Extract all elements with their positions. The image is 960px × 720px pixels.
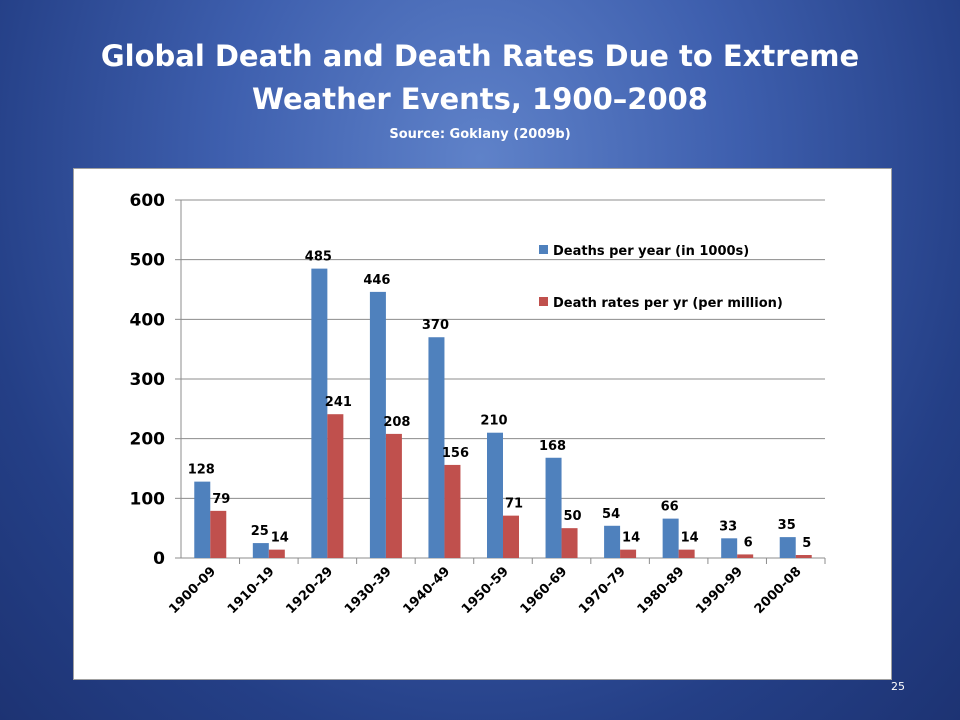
bar-deaths	[545, 457, 562, 558]
bar-death-rate	[210, 510, 227, 558]
data-label-deaths: 25	[251, 524, 269, 539]
bar-chart: 0 100 200 300 400 500 600 1900-09 1910-19 1920-29…	[130, 191, 826, 617]
data-label-deaths: 33	[719, 519, 737, 534]
bar-deaths	[779, 537, 796, 558]
data-label-death-rate: 14	[271, 531, 289, 546]
data-label-deaths: 54	[602, 507, 620, 522]
x-tick-label: 1900-09	[166, 564, 219, 617]
bar-deaths	[369, 291, 386, 558]
data-label-deaths: 128	[188, 463, 215, 478]
data-label-deaths: 168	[539, 439, 566, 454]
bar-deaths	[252, 543, 269, 558]
legend-label-deaths: Deaths per year (in 1000s)	[553, 244, 749, 259]
data-label-deaths: 66	[661, 500, 679, 515]
data-label-death-rate: 14	[681, 531, 699, 546]
x-tick-label: 1980-89	[635, 564, 688, 617]
data-label-death-rate: 241	[325, 395, 352, 410]
y-tick-label: 300	[130, 370, 166, 390]
bar-death-rate	[444, 464, 461, 558]
bar-deaths	[311, 268, 328, 558]
y-tick-label: 400	[130, 310, 166, 330]
bar-deaths	[604, 525, 621, 558]
slide-title-line-2: Weather Events, 1900–2008	[252, 82, 708, 116]
bar-deaths	[487, 432, 503, 558]
bar-death-rate	[737, 554, 754, 558]
bar-deaths	[194, 481, 211, 558]
data-label-death-rate: 5	[802, 536, 811, 551]
data-label-deaths: 446	[363, 273, 390, 288]
bar-deaths	[428, 337, 445, 558]
x-tick-label: 1920-29	[283, 564, 336, 617]
data-label-deaths: 485	[305, 250, 332, 265]
x-tick-label: 1910-19	[225, 564, 278, 617]
legend-swatch-deaths	[539, 245, 548, 254]
bar-deaths	[721, 538, 738, 558]
x-tick-label: 1960-69	[518, 564, 571, 617]
x-tick-label: 1990-99	[693, 564, 746, 617]
x-tick-label: 2000-08	[752, 564, 805, 617]
bar-death-rate	[385, 433, 402, 558]
bar-death-rate	[503, 515, 519, 558]
legend-swatch-death-rate	[539, 297, 548, 306]
y-tick-label: 500	[130, 251, 166, 271]
legend: Deaths per year (in 1000s) Death rates pe…	[539, 244, 783, 311]
data-label-death-rate: 79	[212, 492, 230, 507]
slide-number: 25	[891, 680, 905, 693]
data-label-deaths: 370	[422, 318, 449, 333]
data-label-death-rate: 50	[563, 509, 581, 524]
y-tick-label: 100	[130, 489, 166, 509]
y-tick-label: 600	[130, 191, 166, 211]
data-label-death-rate: 14	[622, 531, 640, 546]
bar-death-rate	[795, 555, 812, 558]
bar-deaths	[662, 518, 679, 558]
y-tick-label: 200	[130, 430, 166, 450]
y-tick-label: 0	[153, 549, 165, 569]
x-tick-label: 1940-49	[400, 564, 453, 617]
bars	[194, 268, 812, 558]
bar-death-rate	[268, 549, 285, 558]
x-tick-label: 1930-39	[342, 564, 395, 617]
chart-container: 0 100 200 300 400 500 600 1900-09 1910-19 1920-29…	[73, 168, 892, 680]
legend-label-death-rate: Death rates per yr (per million)	[553, 296, 783, 311]
bar-death-rate	[678, 549, 695, 558]
data-label-death-rate: 6	[744, 535, 753, 550]
x-tick-label: 1970-79	[576, 564, 629, 617]
x-tick-label: 1950-59	[459, 564, 512, 617]
slide-title-line-1: Global Death and Death Rates Due to Extr…	[100, 39, 860, 73]
data-label-deaths: 35	[778, 518, 796, 533]
bar-death-rate	[620, 549, 637, 558]
data-label-death-rate: 208	[383, 415, 410, 430]
data-label-death-rate: 71	[505, 497, 523, 512]
slide-subtitle: Source: Goklany (2009b)	[389, 127, 571, 142]
bar-death-rate	[327, 414, 344, 558]
grid-lines	[181, 199, 825, 499]
data-label-death-rate: 156	[442, 446, 469, 461]
data-label-deaths: 210	[480, 414, 507, 429]
bar-death-rate	[561, 528, 578, 558]
